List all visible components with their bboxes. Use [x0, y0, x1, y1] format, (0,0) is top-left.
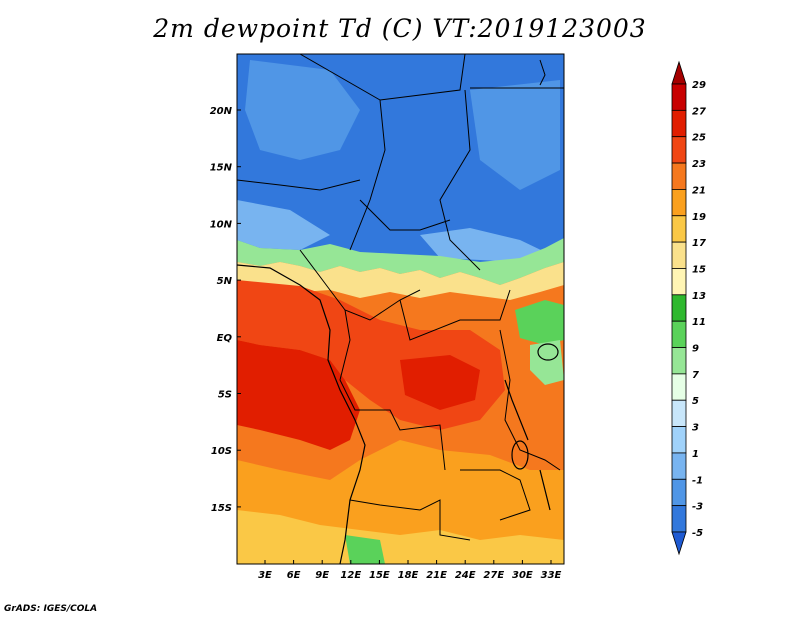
- colorbar-swatch: [671, 162, 687, 190]
- colorbar-label: 3: [692, 423, 699, 434]
- colorbar-swatch: [671, 373, 687, 401]
- colorbar-label: 27: [692, 106, 706, 117]
- x-tick-label: 30E: [512, 570, 533, 581]
- y-tick-label: 15S: [211, 503, 232, 514]
- colorbar-swatch: [671, 83, 687, 111]
- grads-credit: GrADS: IGES/COLA: [4, 604, 98, 614]
- country-borders: [237, 54, 564, 541]
- colorbar-swatch: [671, 505, 687, 533]
- colorbar-label: 29: [692, 80, 706, 91]
- colorbar-label: 9: [692, 344, 699, 355]
- colorbar-label: 25: [692, 133, 706, 144]
- x-tick-label: 18E: [398, 570, 419, 581]
- y-tick-label: 15N: [210, 163, 233, 174]
- colorbar-swatch: [671, 294, 687, 322]
- x-tick-label: 27E: [483, 570, 504, 581]
- map-field: [237, 54, 564, 564]
- x-tick-label: 24E: [455, 570, 476, 581]
- x-axis: 3E 6E 9E 12E 15E 18E 21E 24E 27E 30E 33E: [258, 560, 562, 581]
- y-tick-label: 5N: [217, 276, 233, 287]
- colorbar-label: 15: [692, 264, 706, 275]
- colorbar-swatch: [671, 426, 687, 454]
- y-tick-label: EQ: [217, 333, 233, 344]
- colorbar-label: 19: [692, 212, 706, 223]
- y-axis: 20N 15N 10N 5N EQ 5S 10S 15S: [210, 106, 241, 514]
- colorbar-label: 21: [692, 185, 706, 196]
- x-tick-label: 15E: [369, 570, 390, 581]
- humid-core: [237, 340, 360, 450]
- y-tick-label: 10S: [211, 446, 232, 457]
- colorbar-swatch: [671, 136, 687, 164]
- southern-region: [237, 510, 564, 564]
- colorbar-label: 17: [692, 238, 706, 249]
- x-tick-label: 6E: [287, 570, 301, 581]
- x-tick-label: 21E: [426, 570, 447, 581]
- colorbar-swatch: [671, 241, 687, 269]
- colorbar-label: 13: [692, 291, 706, 302]
- colorbar-label: 7: [692, 370, 699, 381]
- y-tick-label: 5S: [218, 390, 232, 401]
- colorbar-swatch: [671, 399, 687, 427]
- colorbar-label: -1: [692, 475, 703, 486]
- colorbar-label: -3: [692, 502, 703, 513]
- x-tick-label: 9E: [315, 570, 329, 581]
- colorbar-swatch: [671, 347, 687, 375]
- x-tick-label: 12E: [340, 570, 361, 581]
- colorbar-swatch: [671, 189, 687, 217]
- map-title: 2m dewpoint Td (C) VT:2019123003: [153, 14, 647, 43]
- colorbar-bottom-arrow: [671, 531, 687, 556]
- colorbar-swatch: [671, 452, 687, 480]
- lake-region: [515, 300, 564, 345]
- blue-patch: [245, 60, 360, 160]
- blue-patch: [470, 80, 560, 190]
- x-tick-label: 33E: [541, 570, 562, 581]
- colorbar-label: 23: [692, 159, 706, 170]
- humid-core: [400, 355, 480, 410]
- colorbar-swatch: [671, 478, 687, 507]
- blue-patch: [237, 200, 330, 250]
- blue-patch: [420, 228, 545, 262]
- colorbar-top-arrow: [671, 60, 687, 85]
- colorbar-swatch: [671, 215, 687, 243]
- colorbar-swatch: [671, 320, 687, 348]
- colorbar-label: 11: [692, 317, 706, 328]
- colorbar-label: 5: [692, 396, 699, 407]
- transition-band: [237, 238, 564, 285]
- x-tick-label: 3E: [258, 570, 272, 581]
- lakes: [504, 343, 559, 511]
- map-frame: [236, 53, 565, 565]
- coastline: [237, 264, 366, 564]
- y-tick-label: 10N: [210, 219, 233, 230]
- y-tick-label: 20N: [210, 106, 233, 117]
- colorbar: 29 27 25 23 21 19 17 15 13 11 9 7 5 3 1 -1 -3 -5: [671, 60, 706, 556]
- southern-green-region: [345, 535, 385, 564]
- colorbar-swatch: [671, 109, 687, 138]
- colorbar-label: -5: [692, 528, 703, 539]
- transition-band: [237, 262, 564, 300]
- colorbar-swatch: [671, 268, 687, 296]
- colorbar-label: 1: [692, 449, 699, 460]
